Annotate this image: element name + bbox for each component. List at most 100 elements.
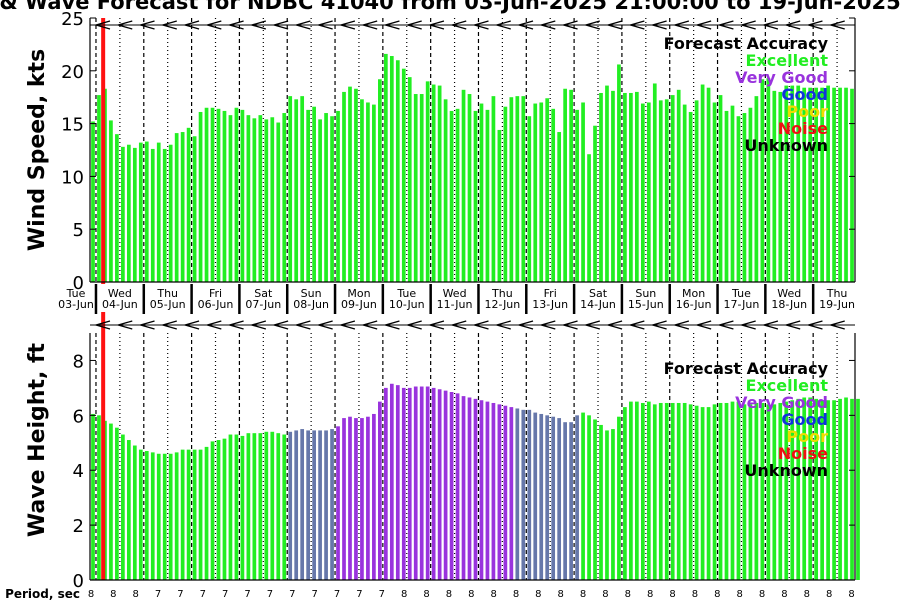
wind-bar xyxy=(557,132,562,282)
wave-tick-label: 4 xyxy=(73,461,84,482)
wave-bar xyxy=(294,430,299,580)
period-value: 8 xyxy=(446,589,452,600)
wave-bar xyxy=(581,412,585,580)
wind-direction-arrow xyxy=(761,20,779,30)
wind-bar xyxy=(533,103,538,282)
wind-direction-arrow xyxy=(427,320,445,330)
wave-bar xyxy=(306,430,310,580)
wind-direction-arrow xyxy=(717,20,734,30)
wave-bar xyxy=(802,397,807,580)
wave-bar xyxy=(204,446,209,580)
wave-bar xyxy=(413,386,418,580)
date-label: 15-Jun xyxy=(628,298,664,311)
wind-bar xyxy=(706,87,711,282)
wave-bar xyxy=(790,400,795,580)
wind-bar xyxy=(389,56,394,282)
wind-bar xyxy=(766,78,771,282)
legend-item: Poor xyxy=(786,102,828,121)
wave-bar xyxy=(730,401,735,580)
wind-bar xyxy=(545,98,550,282)
wave-bar xyxy=(455,393,460,580)
period-value: 8 xyxy=(714,589,720,600)
period-row: 8 8 8 7 7 7 7 7 7 7 7 7 7 7 8 8 8 8 8 8 8 8 8 8 8 8 8 8 8 8 8 8 8 8 8 xyxy=(88,589,855,600)
wind-bar xyxy=(802,87,807,282)
day-of-week-label: Sat xyxy=(589,287,608,300)
date-label: 19-Jun xyxy=(819,298,855,311)
wind-bar xyxy=(156,142,161,282)
period-value: 8 xyxy=(490,589,496,600)
wind-direction-arrow xyxy=(516,320,534,330)
period-value: 7 xyxy=(289,589,295,600)
wave-bar xyxy=(640,402,645,580)
wind-direction-arrow xyxy=(227,20,244,30)
wind-bar xyxy=(575,109,579,283)
period-value: 8 xyxy=(535,589,541,600)
wind-direction-arrow xyxy=(204,320,222,330)
wave-bar xyxy=(611,429,615,580)
wind-bar xyxy=(700,84,705,282)
wave-bar xyxy=(109,423,113,580)
wind-bar xyxy=(718,95,723,282)
wave-bar xyxy=(706,407,711,580)
wind-direction-arrow xyxy=(672,320,690,330)
wave-bar xyxy=(623,407,627,580)
wind-bar xyxy=(162,148,167,282)
day-of-week-label: Wed xyxy=(777,287,801,300)
wind-bar xyxy=(115,134,119,282)
wave-bar xyxy=(485,401,490,580)
wind-bar xyxy=(228,115,233,283)
wind-bar xyxy=(569,89,573,282)
wave-bar xyxy=(850,398,854,580)
period-label: Period, sec xyxy=(5,587,80,600)
wind-bar xyxy=(587,154,591,282)
wave-bar xyxy=(473,398,478,580)
wind-direction-arrow xyxy=(138,320,155,330)
wind-bar xyxy=(694,100,699,283)
wind-direction-arrow xyxy=(294,20,311,30)
wind-bar xyxy=(401,68,406,282)
wave-bar xyxy=(240,435,245,580)
day-of-week-label: Tue xyxy=(66,287,86,300)
wave-bar xyxy=(150,452,155,580)
wave-bar xyxy=(688,404,693,580)
legend-item: Good xyxy=(781,410,828,429)
day-of-week-label: Wed xyxy=(443,287,467,300)
wave-bar xyxy=(694,405,699,580)
wave-bar xyxy=(521,409,526,580)
wind-bar xyxy=(742,113,747,282)
wind-tick-label: 25 xyxy=(61,9,84,30)
wind-direction-arrow xyxy=(516,20,534,30)
wind-bar xyxy=(467,94,472,282)
wind-bar xyxy=(485,109,490,283)
wind-direction-arrow xyxy=(806,20,823,30)
wave-bar xyxy=(748,404,753,580)
wave-bar xyxy=(401,387,406,580)
wind-bar xyxy=(449,110,454,283)
wind-direction-arrow xyxy=(115,20,133,30)
wind-bar xyxy=(664,99,669,282)
wind-direction-arrow xyxy=(650,20,667,30)
wind-bar xyxy=(306,109,310,283)
period-value: 8 xyxy=(110,589,116,600)
wind-direction-arrow xyxy=(249,20,267,30)
wave-tick-label: 2 xyxy=(73,516,84,537)
wind-direction-arrow xyxy=(828,20,845,30)
wind-bar xyxy=(413,94,418,282)
wind-direction-arrow xyxy=(249,320,267,330)
wind-direction-arrow xyxy=(449,20,467,30)
wind-direction-arrow xyxy=(739,20,756,30)
period-value: 8 xyxy=(133,589,139,600)
wind-bar xyxy=(539,102,544,282)
wave-bar xyxy=(210,441,215,580)
wind-bar xyxy=(611,90,615,282)
wave-bar xyxy=(772,404,777,580)
wind-direction-arrow xyxy=(494,320,511,330)
date-label: 05-Jun xyxy=(150,298,186,311)
period-value: 7 xyxy=(222,589,228,600)
wave-bar xyxy=(784,401,789,580)
wind-direction-arrow xyxy=(338,320,356,330)
wave-bar xyxy=(497,404,502,580)
wave-bar xyxy=(724,402,729,580)
legend-item: Unknown xyxy=(744,461,828,480)
wave-bar xyxy=(437,389,442,580)
